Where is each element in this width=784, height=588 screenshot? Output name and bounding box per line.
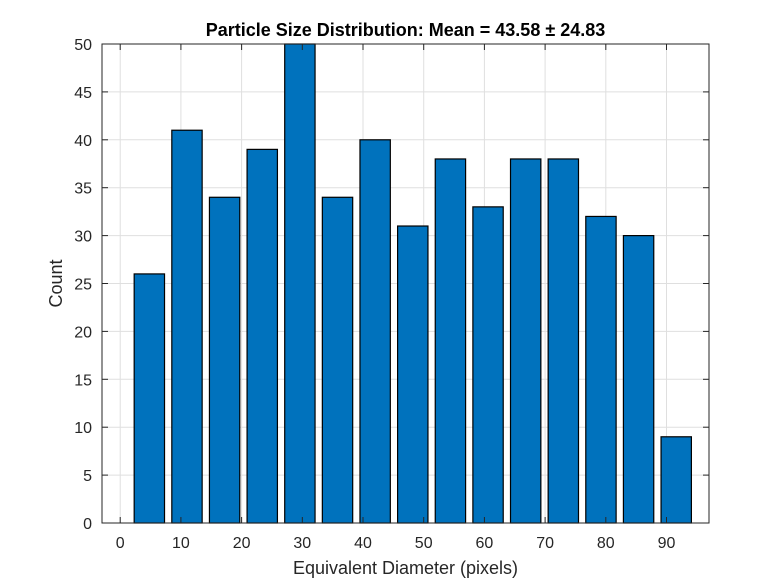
x-tick-label: 0 (116, 535, 125, 552)
bar-14 (660, 436, 692, 524)
bar-5 (321, 196, 354, 524)
bar-7 (397, 225, 429, 524)
chart-title: Particle Size Distribution: Mean = 43.58… (206, 20, 606, 40)
x-tick-label: 80 (597, 535, 615, 552)
bar-9 (472, 206, 504, 524)
y-tick-label: 40 (74, 133, 92, 150)
y-tick-label: 15 (74, 372, 92, 389)
bar-4 (284, 43, 316, 524)
bar-6 (359, 139, 391, 524)
bar-0 (133, 273, 166, 524)
y-tick-label: 35 (74, 181, 92, 198)
bar-11 (547, 158, 580, 524)
x-tick-label: 90 (658, 535, 676, 552)
y-tick-label: 5 (83, 468, 92, 485)
bar-2 (208, 196, 241, 524)
bar-13 (622, 235, 655, 524)
y-axis-label: Count (46, 259, 66, 307)
x-tick-label: 40 (354, 535, 372, 552)
x-tick-label: 10 (172, 535, 190, 552)
x-tick-label: 20 (233, 535, 251, 552)
bar-3 (246, 148, 279, 524)
y-tick-label: 45 (74, 85, 92, 102)
x-tick-label: 50 (415, 535, 433, 552)
y-tick-label: 10 (74, 420, 92, 437)
y-tick-label: 50 (74, 37, 92, 54)
x-tick-labels: 0 10 20 30 40 50 60 70 80 90 (116, 535, 676, 552)
y-tick-label: 0 (83, 516, 92, 533)
x-tick-label: 60 (476, 535, 494, 552)
bar-8 (434, 158, 467, 524)
y-tick-label: 20 (74, 324, 92, 341)
bar-1 (171, 129, 203, 524)
x-axis-label: Equivalent Diameter (pixels) (293, 558, 518, 578)
x-tick-label: 30 (293, 535, 311, 552)
y-tick-label: 30 (74, 229, 92, 246)
tick-marks (102, 43, 709, 524)
y-tick-labels: 0 5 10 15 20 25 30 35 40 45 50 (74, 37, 92, 533)
y-tick-label: 25 (74, 277, 92, 294)
x-tick-label: 70 (536, 535, 554, 552)
bar-12 (585, 215, 617, 524)
bar-10 (509, 158, 542, 524)
